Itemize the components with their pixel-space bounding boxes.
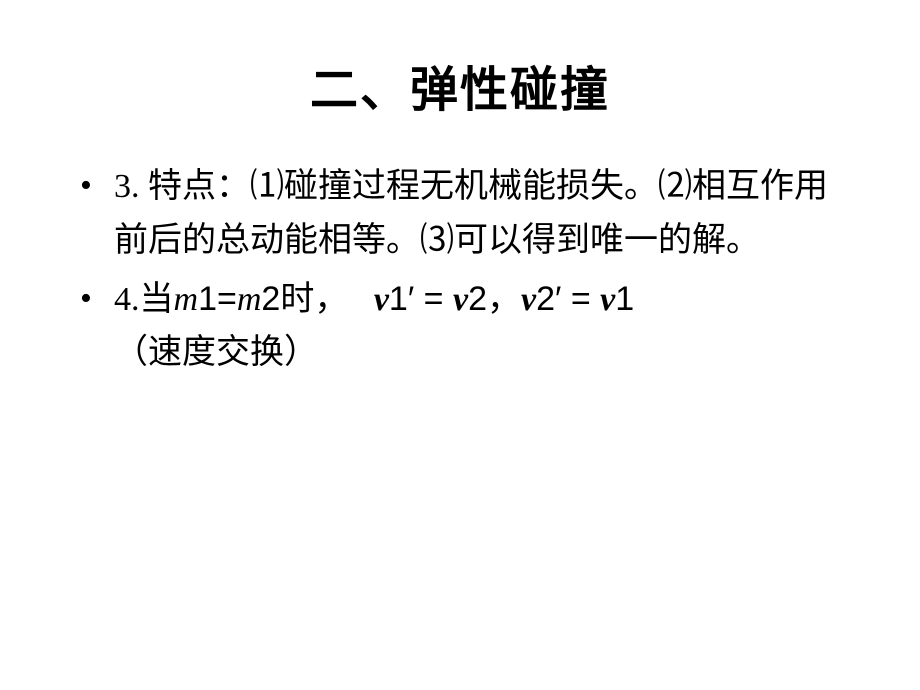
var-v: v [521,281,536,318]
item-subline: （速度交换） [114,327,860,380]
slide: 二、弹性碰撞 3. 特点：⑴碰撞过程无机械能损失。⑵相互作用前后的总动能相等。⑶… [0,0,920,690]
num: 1 [615,280,634,318]
num: 2 [261,280,280,318]
item-text: 4.当 [114,281,174,318]
num: 2 [468,280,487,318]
slide-title: 二、弹性碰撞 [60,50,860,120]
var-v: v [600,281,615,318]
num: 1 [389,280,408,318]
list-item: 4.当m1=m2时， v1′ = v2，v2′ = v1 （速度交换） [80,273,860,379]
paren-open: ⑴ [250,167,284,205]
eq: = [414,280,453,318]
list-item: 3. 特点：⑴碰撞过程无机械能损失。⑵相互作用前后的总动能相等。⑶可以得到唯一的… [80,160,860,267]
paren-open: ⑵ [658,167,692,205]
num: 2 [536,280,555,318]
eq: = [217,280,237,318]
num: 1 [198,280,217,318]
var-v: v [453,281,468,318]
var-m: m [174,281,199,318]
item-text: 可以得到唯一的解。 [454,222,760,259]
paren-open: ⑶ [420,221,454,259]
item-text: 碰撞过程无机械能损失。 [284,168,658,205]
eq: = [561,280,600,318]
item-text: 时， [280,281,348,318]
var-v: v [374,281,389,318]
comma: ， [487,281,521,318]
item-prefix: 3. 特点： [114,168,250,205]
var-m: m [237,281,262,318]
gap [348,281,374,318]
bullet-list: 3. 特点：⑴碰撞过程无机械能损失。⑵相互作用前后的总动能相等。⑶可以得到唯一的… [80,160,860,380]
